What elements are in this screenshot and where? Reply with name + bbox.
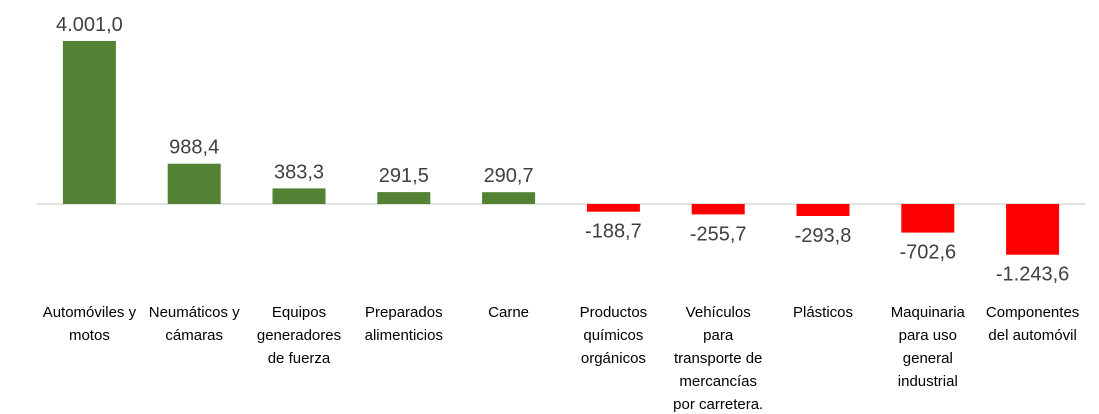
category-label-9-line-0: Componentes: [986, 304, 1079, 321]
bar-0: [62, 41, 116, 204]
category-label-6-line-2: transporte de: [674, 350, 762, 367]
category-label-2-line-1: generadores: [257, 327, 341, 344]
category-label-8-line-0: Maquinaria: [891, 304, 966, 321]
category-label-6-line-1: para: [703, 327, 734, 344]
category-label-4-line-0: Carne: [488, 304, 529, 321]
data-label-6: -255,7: [690, 223, 747, 245]
data-label-2: 383,3: [274, 161, 324, 183]
category-label-8: Maquinaria para uso general industrial: [891, 304, 966, 390]
category-label-6-line-0: Vehículos: [686, 304, 751, 321]
category-label-4: Carne: [488, 304, 529, 321]
bar-2: [272, 188, 326, 204]
category-label-7-line-0: Plásticos: [793, 304, 853, 321]
category-label-8-line-3: industrial: [898, 373, 958, 390]
data-label-5: -188,7: [585, 221, 642, 243]
data-label-8: -702,6: [899, 242, 956, 264]
data-label-3: 291,5: [379, 165, 429, 187]
bar-1: [167, 163, 221, 204]
category-label-2: Equipos generadores de fuerza: [257, 304, 341, 367]
category-label-1-line-0: Neumáticos y: [149, 304, 240, 321]
category-label-0: Automóviles y motos: [43, 304, 137, 344]
category-label-3: Preparados alimenticios: [365, 304, 443, 344]
category-label-9: Componentes del automóvil: [986, 304, 1079, 344]
category-label-2-line-2: de fuerza: [268, 350, 331, 367]
category-label-0-line-1: motos: [69, 327, 110, 344]
bar-5: [586, 204, 640, 212]
category-label-3-line-0: Preparados: [365, 304, 443, 321]
category-label-3-line-1: alimenticios: [365, 327, 443, 344]
data-label-4: 290,7: [484, 165, 534, 187]
category-label-6: Vehículos para transporte de mercancías por …: [673, 304, 763, 413]
category-label-5-line-1: químicos: [583, 327, 643, 344]
data-label-7: -293,8: [795, 225, 852, 247]
bar-9: [1006, 204, 1060, 255]
category-label-9-line-1: del automóvil: [988, 327, 1076, 344]
category-label-8-line-1: para uso: [899, 327, 957, 344]
category-label-6-line-4: por carretera.: [673, 396, 763, 413]
bar-8: [901, 204, 955, 233]
category-label-8-line-2: general: [903, 350, 953, 367]
category-label-1: Neumáticos y cámaras: [149, 304, 240, 344]
bar-7: [796, 204, 850, 216]
category-label-5-line-0: Productos: [580, 304, 648, 321]
data-label-1: 988,4: [169, 137, 219, 159]
category-label-1-line-1: cámaras: [165, 327, 223, 344]
category-label-7: Plásticos: [793, 304, 853, 321]
category-label-6-line-3: mercancías: [679, 373, 757, 390]
data-label-9: -1.243,6: [996, 264, 1069, 286]
category-label-5: Productos químicos orgánicos: [580, 304, 648, 367]
bar-4: [482, 192, 536, 204]
category-label-0-line-0: Automóviles y: [43, 304, 137, 321]
bar-3: [377, 192, 431, 204]
category-label-2-line-0: Equipos: [272, 304, 326, 321]
bar-6: [691, 204, 745, 215]
data-label-0: 4.001,0: [56, 14, 123, 36]
category-label-5-line-2: orgánicos: [581, 350, 646, 367]
